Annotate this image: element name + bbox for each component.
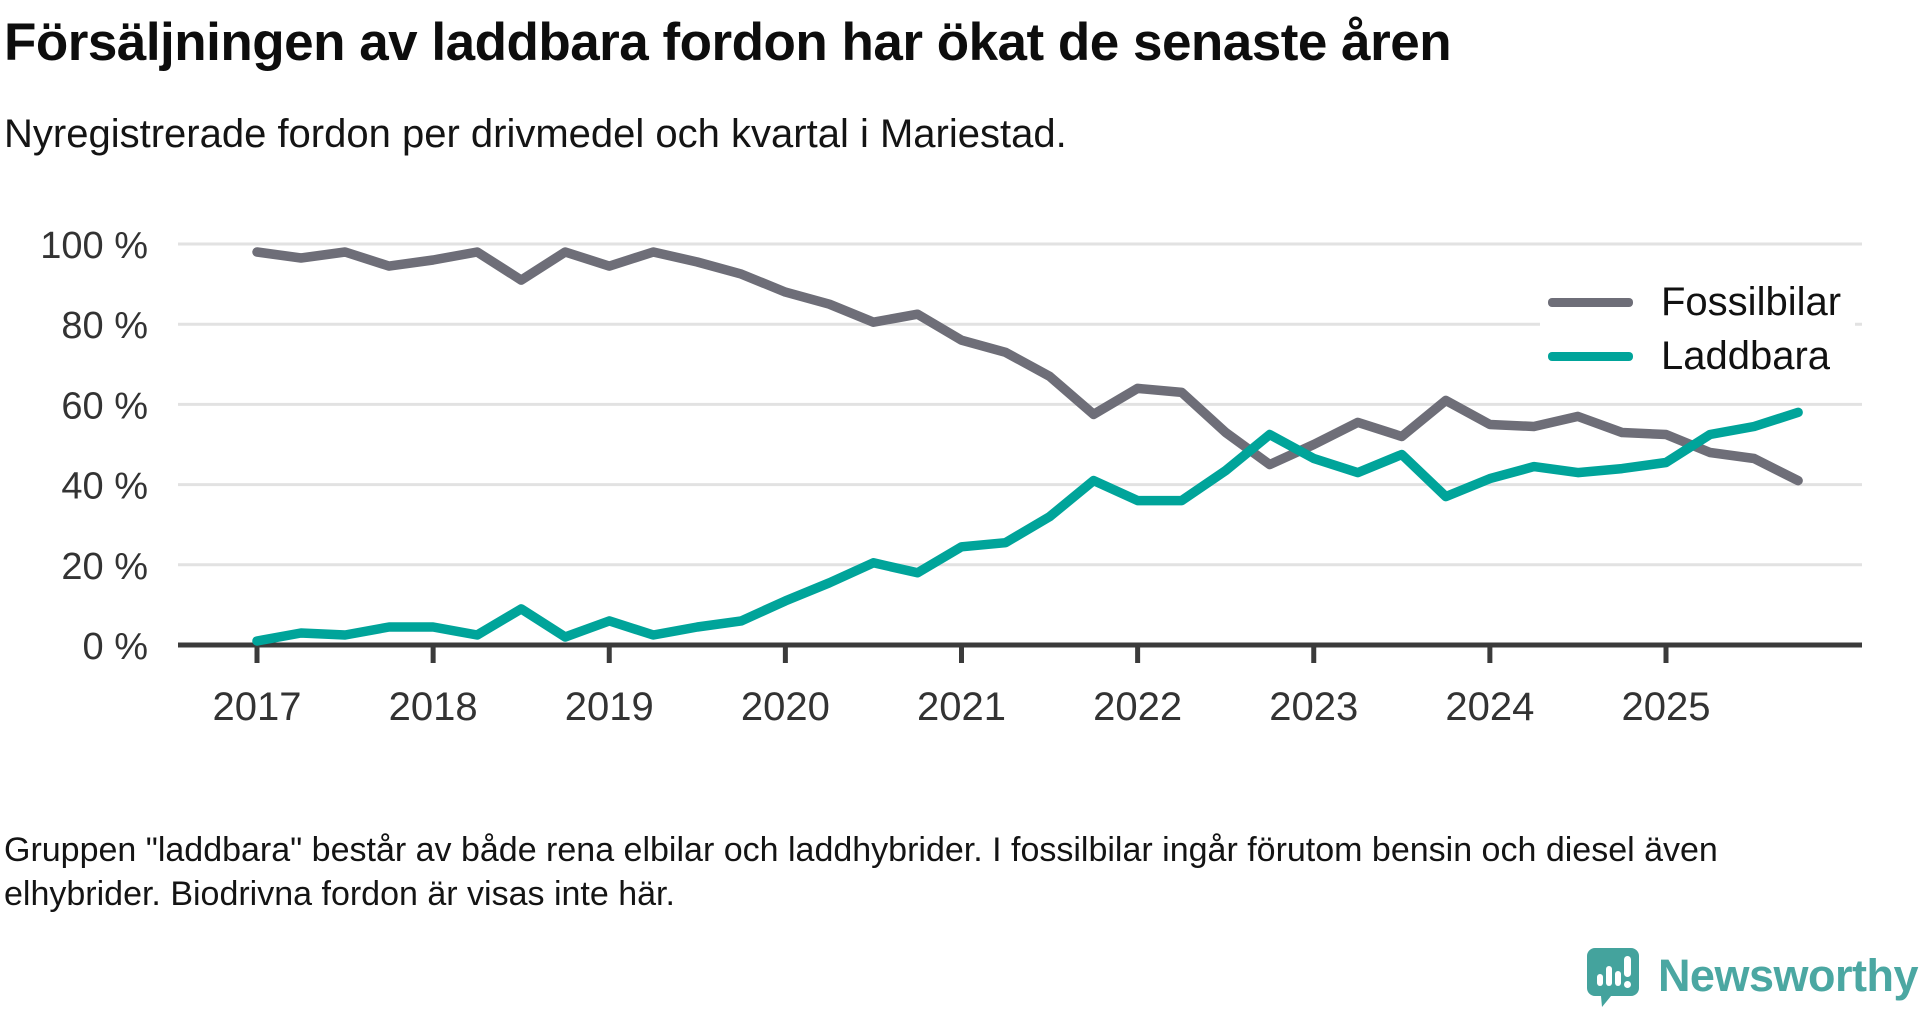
y-tick-label: 20 % (61, 546, 148, 588)
x-tick-label: 2025 (1622, 685, 1711, 729)
x-tick-label: 2018 (389, 685, 478, 729)
chart-title: Försäljningen av laddbara fordon har öka… (4, 13, 1452, 72)
footnote-line-2: elhybrider. Biodrivna fordon är visas in… (4, 875, 675, 913)
laddbara-line (252, 407, 1803, 646)
y-tick-label: 0 % (83, 626, 148, 668)
legend-label: Laddbara (1661, 333, 1831, 378)
y-tick-label: 100 % (40, 225, 148, 267)
x-axis: 2017 2018 2019 2020 2021 2022 2023 2024 2025 (213, 645, 1711, 729)
gridlines (178, 242, 1862, 648)
x-tick-label: 2019 (565, 685, 654, 729)
legend-item-laddbara: Laddbara (1540, 332, 1855, 380)
y-tick-label: 40 % (61, 466, 148, 508)
x-tick-label: 2022 (1093, 685, 1182, 729)
fossilbilar-swatch (1548, 297, 1633, 307)
x-tick-label: 2017 (213, 685, 302, 729)
x-tick-label: 2024 (1445, 685, 1534, 729)
newsworthy-logo-icon (1586, 948, 1639, 1007)
fossilbilar-line (252, 247, 1803, 486)
x-tick-label: 2023 (1269, 685, 1358, 729)
legend-label: Fossilbilar (1661, 279, 1842, 324)
y-axis-labels: 0 % 20 % 40 % 60 % 80 % 100 % (40, 225, 148, 668)
newsworthy-logo-text: Newsworthy (1657, 950, 1919, 1001)
x-tick-label: 2021 (917, 685, 1006, 729)
legend-item-fossilbilar: Fossilbilar (1540, 278, 1855, 326)
legend: Fossilbilar Laddbara (1540, 276, 1855, 382)
newsworthy-logo: Newsworthy (1586, 944, 1919, 1008)
chart-subtitle: Nyregistrerade fordon per drivmedel och … (4, 112, 1067, 156)
y-tick-label: 60 % (61, 385, 148, 427)
y-tick-label: 80 % (61, 305, 148, 347)
footnote: Gruppen "laddbara" består av både rena e… (4, 828, 1864, 916)
x-tick-label: 2020 (741, 685, 830, 729)
footnote-line-1: Gruppen "laddbara" består av både rena e… (4, 831, 1718, 869)
series-lines (252, 247, 1803, 646)
laddbara-swatch (1548, 351, 1633, 361)
